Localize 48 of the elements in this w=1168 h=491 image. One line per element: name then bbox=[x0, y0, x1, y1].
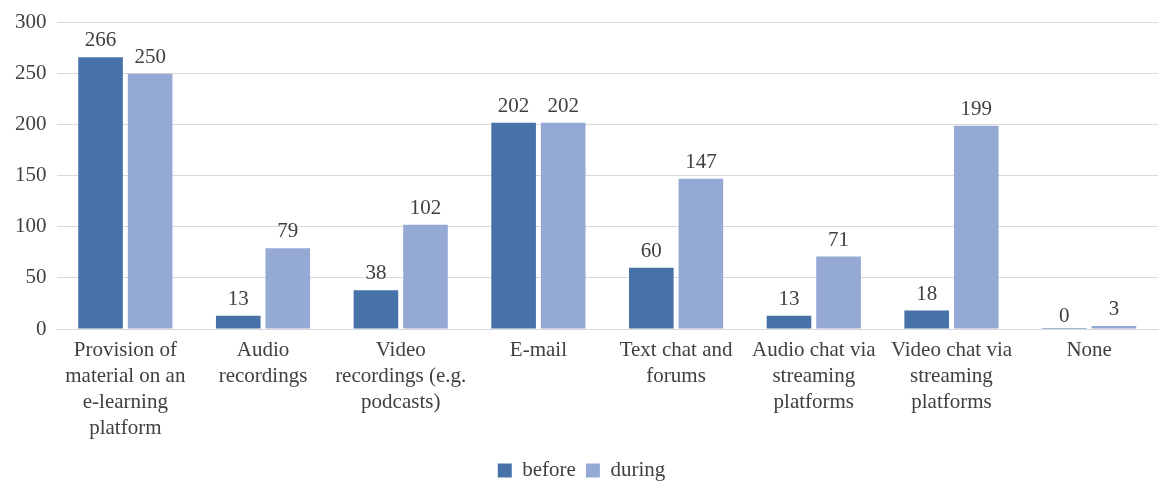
legend-label: before bbox=[522, 457, 576, 482]
bar bbox=[540, 122, 586, 329]
bar bbox=[816, 256, 861, 329]
x-tick-label: Audio chat via streaming platforms bbox=[751, 336, 877, 414]
y-tick-label: 0 bbox=[36, 315, 47, 340]
data-label: 0 bbox=[1059, 303, 1070, 328]
x-tick-label: None bbox=[1066, 336, 1112, 361]
bar bbox=[1091, 325, 1137, 329]
data-label: 102 bbox=[409, 194, 442, 219]
bar bbox=[904, 310, 949, 329]
data-label: 250 bbox=[134, 43, 166, 68]
x-tick-label: Audio recordings bbox=[218, 336, 308, 387]
bar bbox=[78, 57, 123, 329]
bar bbox=[265, 248, 311, 329]
y-tick-label: 250 bbox=[15, 60, 47, 85]
y-tick-label: 150 bbox=[15, 162, 47, 187]
data-label: 202 bbox=[497, 92, 530, 117]
data-label: 147 bbox=[685, 148, 717, 173]
data-label: 71 bbox=[828, 226, 850, 251]
y-tick-label: 100 bbox=[15, 213, 47, 238]
y-tick-label: 300 bbox=[15, 9, 47, 34]
data-label: 266 bbox=[84, 27, 117, 52]
bar bbox=[353, 290, 399, 329]
legend-label: during bbox=[610, 457, 666, 482]
bar bbox=[629, 267, 674, 329]
data-label: 202 bbox=[547, 92, 579, 117]
bar bbox=[491, 122, 536, 329]
x-tick-label: Video recordings (e.g. podcasts) bbox=[335, 336, 467, 414]
data-label: 13 bbox=[227, 285, 249, 310]
data-label: 60 bbox=[640, 237, 662, 262]
data-label: 199 bbox=[960, 95, 992, 120]
x-tick-label: Video chat via streaming platforms bbox=[890, 336, 1013, 414]
bar bbox=[953, 125, 999, 329]
data-label: 3 bbox=[1108, 295, 1120, 320]
x-tick-label: E-mail bbox=[509, 336, 568, 361]
bar bbox=[678, 178, 724, 329]
bar bbox=[215, 315, 261, 329]
y-tick-label: 50 bbox=[25, 264, 47, 289]
x-tick-label: Text chat and forums bbox=[619, 336, 733, 387]
y-tick-label: 200 bbox=[15, 111, 47, 136]
bar bbox=[766, 315, 812, 329]
data-label: 18 bbox=[916, 280, 938, 305]
data-label: 13 bbox=[778, 285, 800, 310]
data-label: 38 bbox=[365, 260, 387, 285]
bar bbox=[127, 73, 173, 329]
data-label: 79 bbox=[277, 218, 299, 243]
x-tick-label: Provision of material on an e-learning platform bbox=[65, 336, 186, 440]
bar bbox=[403, 224, 448, 329]
